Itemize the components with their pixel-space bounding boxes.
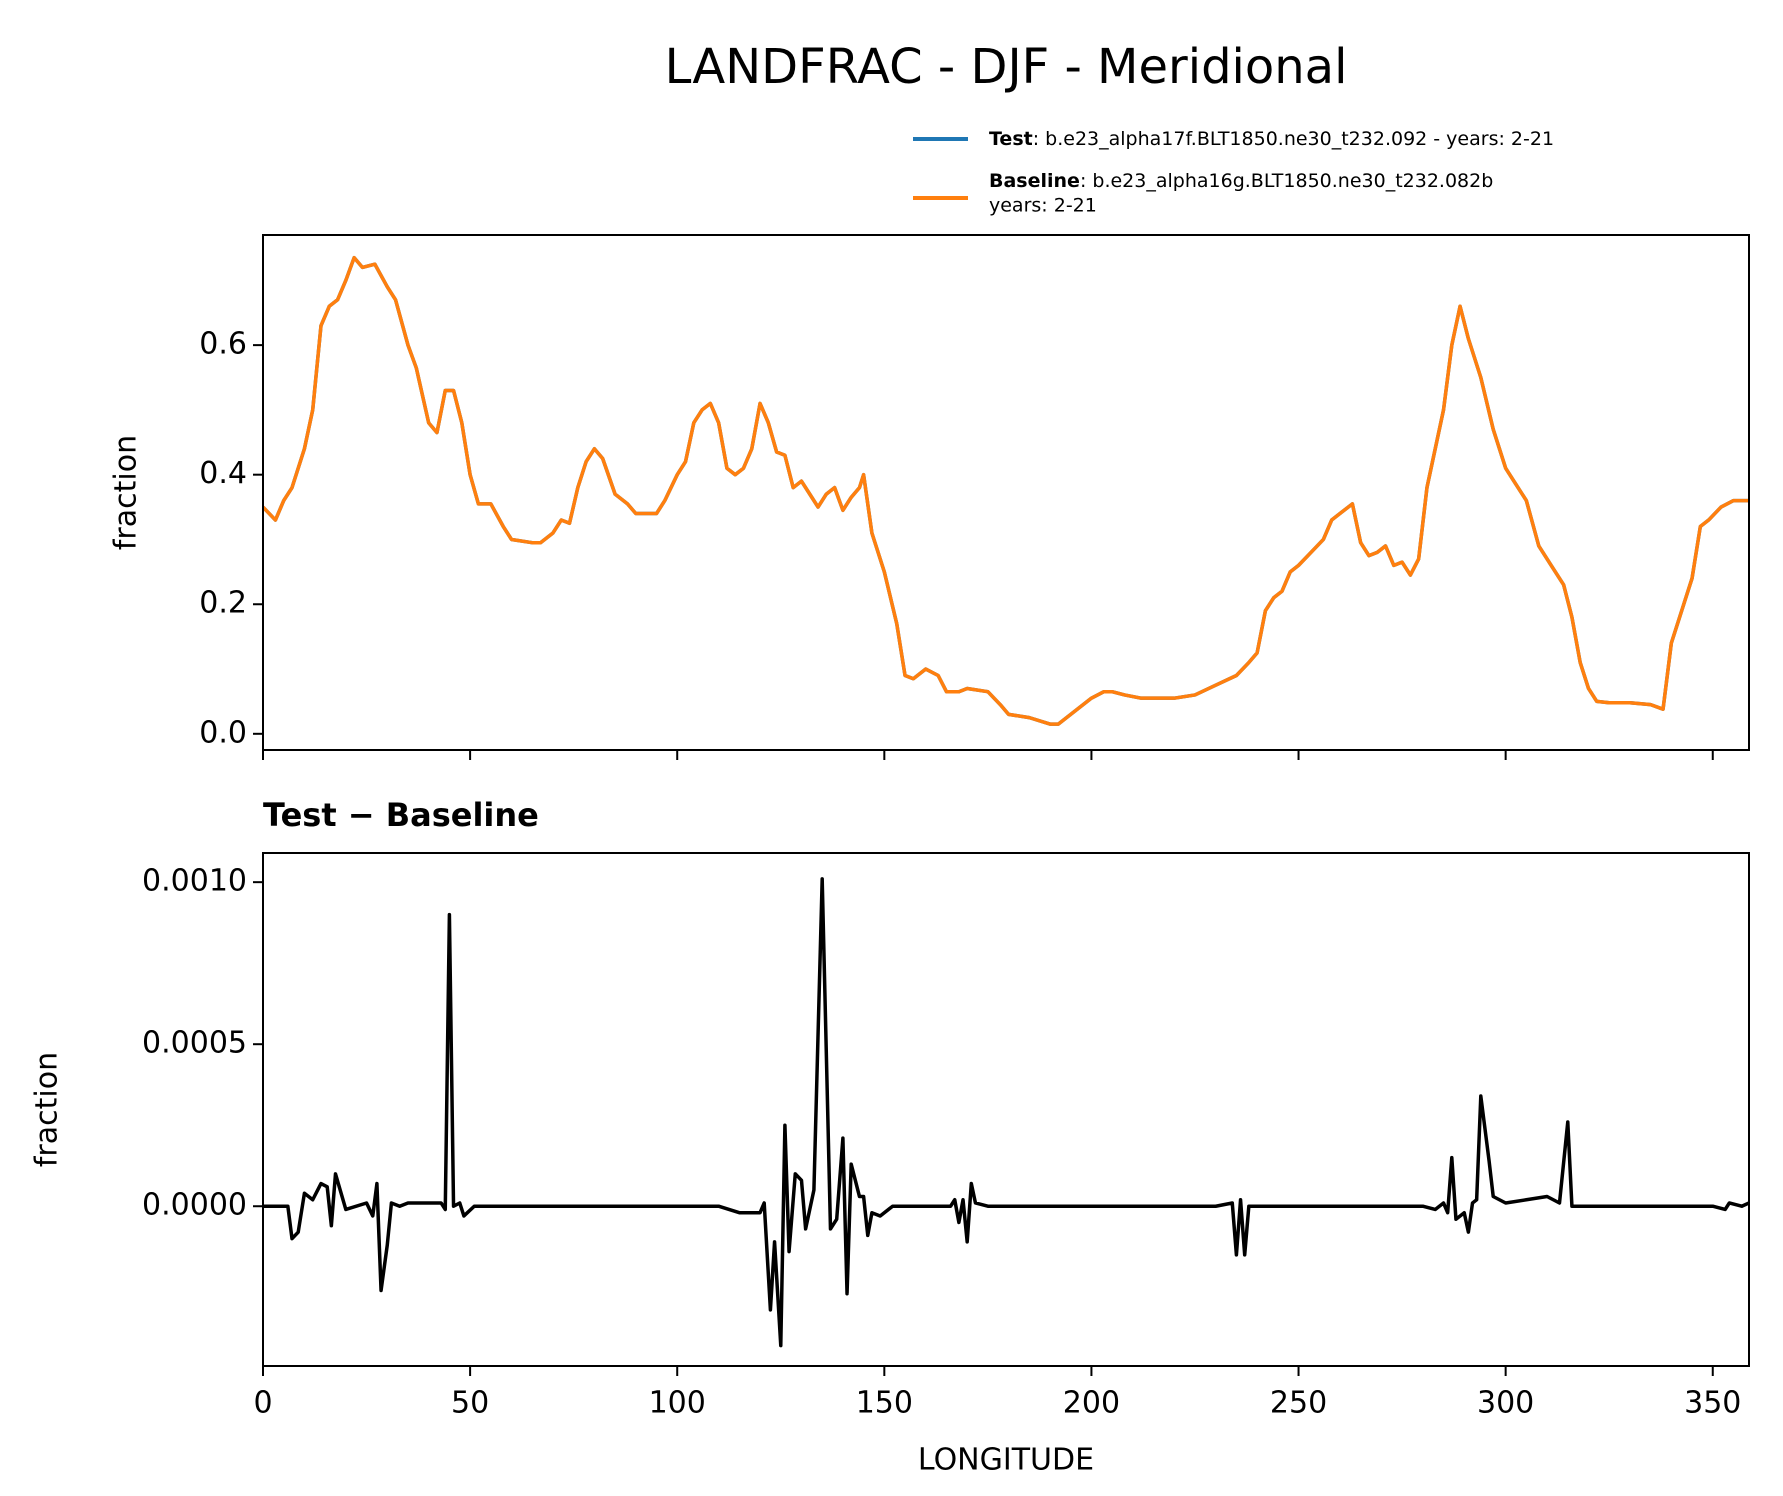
legend-name: Baseline [989, 170, 1080, 192]
y-axis-label: fraction [109, 435, 144, 550]
x-tick-label: 200 [1063, 1386, 1120, 1421]
legend-label: years: 2-21 [989, 195, 1097, 217]
y-tick-label: 0.0 [199, 715, 247, 750]
y-tick-label: 0.0010 [142, 864, 247, 899]
y-tick-label: 0.0005 [142, 1026, 247, 1061]
legend-name: Test [989, 128, 1033, 150]
axes-frame [262, 234, 1750, 751]
y-axis-label: fraction [30, 1052, 65, 1167]
plot-area [263, 255, 1749, 726]
axes-frame [262, 852, 1750, 1367]
y-tick-label: 0.4 [199, 456, 247, 491]
y-tick-label: 0.6 [199, 327, 247, 362]
x-axis-label: LONGITUDE [918, 1443, 1094, 1478]
data-line [263, 255, 1749, 726]
y-tick-label: 0.0000 [142, 1188, 247, 1223]
plot-area [263, 877, 1749, 1348]
chart-title: LANDFRAC - DJF - Meridional [665, 39, 1348, 95]
data-line [263, 877, 1749, 1348]
subplot-title: Test − Baseline [263, 796, 539, 834]
x-tick-label: 250 [1270, 1386, 1327, 1421]
legend-entry: Test: b.e23_alpha17f.BLT1850.ne30_t232.0… [989, 128, 1554, 150]
x-tick-label: 350 [1684, 1386, 1741, 1421]
x-tick-label: 100 [649, 1386, 706, 1421]
legend-label: : b.e23_alpha16g.BLT1850.ne30_t232.082b [1080, 170, 1493, 192]
x-tick-label: 300 [1477, 1386, 1534, 1421]
legend-label: : b.e23_alpha17f.BLT1850.ne30_t232.092 -… [1033, 128, 1554, 150]
x-tick-label: 50 [451, 1386, 489, 1421]
x-tick-label: 150 [856, 1386, 913, 1421]
x-tick-label: 0 [253, 1386, 272, 1421]
y-tick-label: 0.2 [199, 586, 247, 621]
legend-entry: Baseline: b.e23_alpha16g.BLT1850.ne30_t2… [989, 170, 1493, 192]
